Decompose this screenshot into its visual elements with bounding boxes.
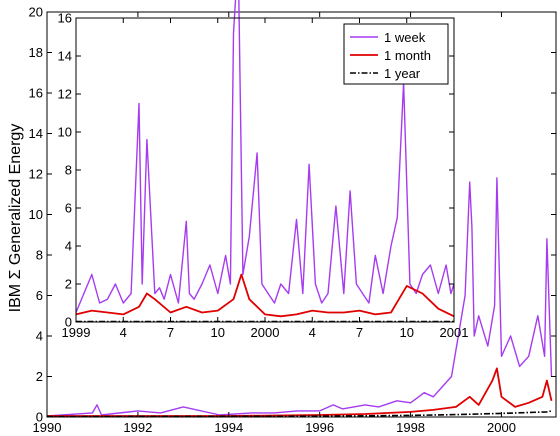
inset-y-tick-label: 8 xyxy=(65,163,72,178)
main-y-tick-label: 2 xyxy=(36,369,43,384)
main-x-tick-label: 1996 xyxy=(305,420,334,435)
inset-ticks: 1999 4 7 10 2000 4 7 10 2001 0 2 4 6 8 10 12 14 16 xyxy=(58,11,469,340)
main-x-tick-label: 1992 xyxy=(123,420,152,435)
main-y-tick-label: 14 xyxy=(29,126,43,141)
inset-y-tick-label: 4 xyxy=(65,239,72,254)
legend-box xyxy=(343,23,449,85)
inset-x-tick-label: 7 xyxy=(356,325,363,340)
legend-label: 1 year xyxy=(384,66,421,81)
inset-series-1-week xyxy=(75,0,455,313)
main-y-tick-label: 0 xyxy=(36,410,43,425)
inset-x-tick-label: 4 xyxy=(120,325,127,340)
inset-y-tick-label: 12 xyxy=(58,87,72,102)
inset-y-tick-label: 16 xyxy=(58,11,72,26)
inset-legend: 1 week 1 month 1 year xyxy=(343,23,449,85)
main-x-tick-label: 1994 xyxy=(214,420,243,435)
main-y-tick-label: 16 xyxy=(29,86,43,101)
legend-label: 1 week xyxy=(384,30,426,45)
inset-series-1-month xyxy=(75,273,455,318)
legend-label: 1 month xyxy=(384,48,431,63)
main-x-tick-label: 1990 xyxy=(33,420,62,435)
main-y-tick-label: 18 xyxy=(29,45,43,60)
main-y-tick-label: 12 xyxy=(29,167,43,182)
main-x-tick-label: 2000 xyxy=(487,420,516,435)
inset-x-tick-label: 1999 xyxy=(62,325,91,340)
main-y-tick-label: 20 xyxy=(29,5,43,20)
inset-y-tick-label: 14 xyxy=(58,49,72,64)
main-y-axis-label: IBM Σ Generalized Energy xyxy=(7,124,24,313)
main-series-1-week xyxy=(46,177,553,417)
inset-x-tick-label: 4 xyxy=(309,325,316,340)
main-x-tick-label: 1998 xyxy=(396,420,425,435)
inset-x-tick-label: 10 xyxy=(211,325,225,340)
main-y-tick-label: 4 xyxy=(36,329,43,344)
inset-x-tick-label: 10 xyxy=(400,325,414,340)
inset-y-tick-label: 0 xyxy=(65,315,72,330)
main-y-tick-label: 10 xyxy=(29,207,43,222)
inset-y-tick-label: 10 xyxy=(58,125,72,140)
main-ticks: 1990 1992 1994 1996 1998 2000 0 2 4 6 8 10 12 14 16 18 2… xyxy=(29,5,556,435)
main-y-tick-label: 6 xyxy=(36,288,43,303)
inset-y-tick-label: 2 xyxy=(65,277,72,292)
inset-y-tick-label: 6 xyxy=(65,201,72,216)
main-y-tick-label: 8 xyxy=(36,248,43,263)
inset-x-tick-label: 7 xyxy=(167,325,174,340)
inset-x-tick-label: 2000 xyxy=(251,325,280,340)
inset-x-tick-label: 2001 xyxy=(440,325,469,340)
main-series-1-month xyxy=(47,367,553,417)
